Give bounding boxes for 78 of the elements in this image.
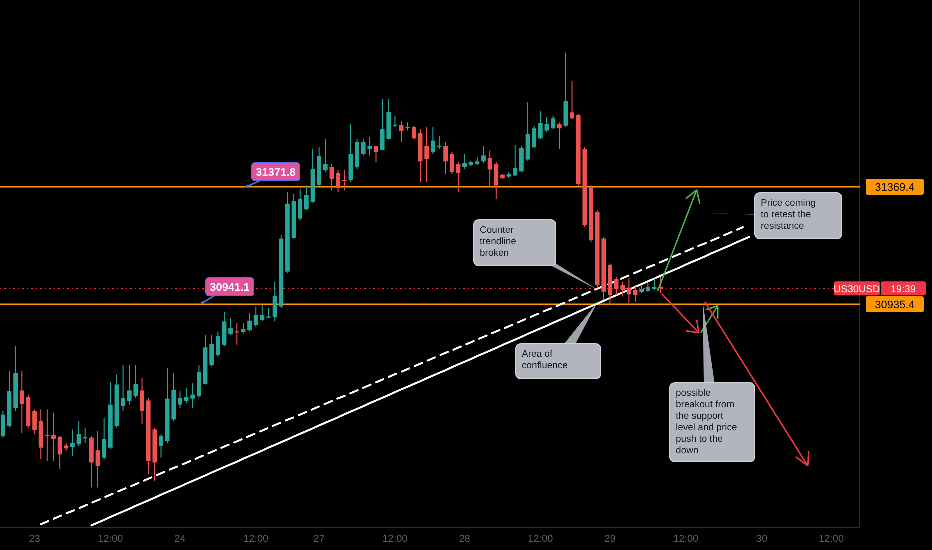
candlestick — [121, 364, 126, 412]
candlestick — [482, 145, 486, 164]
candlestick — [430, 127, 436, 155]
speech-bubble: Area of confluence — [516, 302, 602, 380]
x-tick-label: 12:00 — [528, 534, 554, 545]
annotation: 31371.8 — [256, 167, 296, 179]
x-tick-label: 30 — [756, 534, 768, 545]
candlestick — [241, 322, 246, 334]
annotation: possible breakout from the support level and price push to the down — [676, 388, 738, 456]
text: 19:39 — [890, 284, 916, 296]
candlestick — [330, 164, 334, 192]
candlestick — [614, 276, 619, 296]
candlestick — [304, 185, 309, 212]
x-tick-label: 12:00 — [674, 534, 700, 545]
candlestick — [342, 170, 347, 192]
candlestick — [140, 378, 144, 426]
candlestick — [424, 127, 430, 183]
candlestick — [178, 391, 182, 409]
candlestick — [551, 115, 556, 130]
candlestick — [134, 365, 138, 399]
y-tick-label: 30935.4 — [875, 300, 915, 312]
candlestick — [519, 145, 524, 173]
candlestick — [399, 120, 404, 143]
candlestick — [557, 122, 562, 150]
candlestick — [444, 142, 448, 175]
x-tick-label: 12:00 — [382, 534, 408, 545]
candlestick — [52, 412, 56, 462]
candlestick — [544, 117, 550, 132]
candlestick — [513, 144, 518, 177]
x-tick-label: 28 — [459, 534, 471, 545]
x-tick-label: 24 — [174, 534, 186, 545]
candlestick — [462, 154, 467, 170]
candlestick — [620, 281, 626, 298]
candlestick — [298, 188, 303, 221]
candlestick — [374, 145, 378, 163]
speech-bubble: Counter trendline broken — [474, 220, 598, 290]
annotation: Counter trendline broken — [480, 225, 516, 259]
x-tick-label: 27 — [314, 534, 326, 545]
candlestick — [393, 115, 398, 128]
candlestick — [210, 334, 214, 368]
candlestick — [102, 418, 107, 460]
candlestick — [248, 313, 252, 332]
candlestick — [32, 409, 37, 436]
x-tick-label: 12:00 — [244, 534, 270, 545]
x-tick-label: 29 — [604, 534, 616, 545]
x-tick-label: 12:00 — [819, 534, 844, 545]
annotation: Area of confluence — [522, 349, 568, 372]
candlestick — [450, 152, 454, 175]
candlestick — [234, 322, 240, 346]
candlestick — [216, 331, 220, 358]
candlestick — [538, 110, 543, 140]
candlestick — [266, 308, 271, 319]
x-tick-label: 23 — [29, 534, 41, 545]
candlestick — [127, 365, 132, 406]
candlestick — [76, 420, 82, 447]
candlestick — [412, 126, 416, 140]
annotation: 30941.1 — [210, 282, 250, 294]
candlestick — [570, 80, 574, 120]
candlestick — [532, 125, 537, 149]
candlestick — [190, 382, 196, 409]
candlestick — [323, 138, 328, 173]
candlestick — [222, 311, 227, 348]
candlestick — [228, 318, 234, 336]
candlestick — [626, 278, 632, 304]
candlestick — [336, 170, 341, 193]
y-tick-label: 31369.4 — [875, 182, 915, 194]
annotation: US30USD — [834, 284, 880, 296]
candlestick — [456, 162, 461, 193]
candlestick — [70, 429, 75, 457]
speech-bubble: possible breakout from the support level and price push to the down — [670, 302, 756, 462]
x-tick-label: 12:00 — [98, 534, 124, 545]
candlestick — [0, 410, 6, 438]
candlestick — [184, 388, 189, 404]
annotation: Price coming to retest the resistance — [761, 198, 816, 232]
candlestick — [406, 122, 410, 132]
candlestick — [159, 434, 164, 458]
candlestick — [20, 370, 24, 434]
candlestick — [96, 430, 100, 488]
